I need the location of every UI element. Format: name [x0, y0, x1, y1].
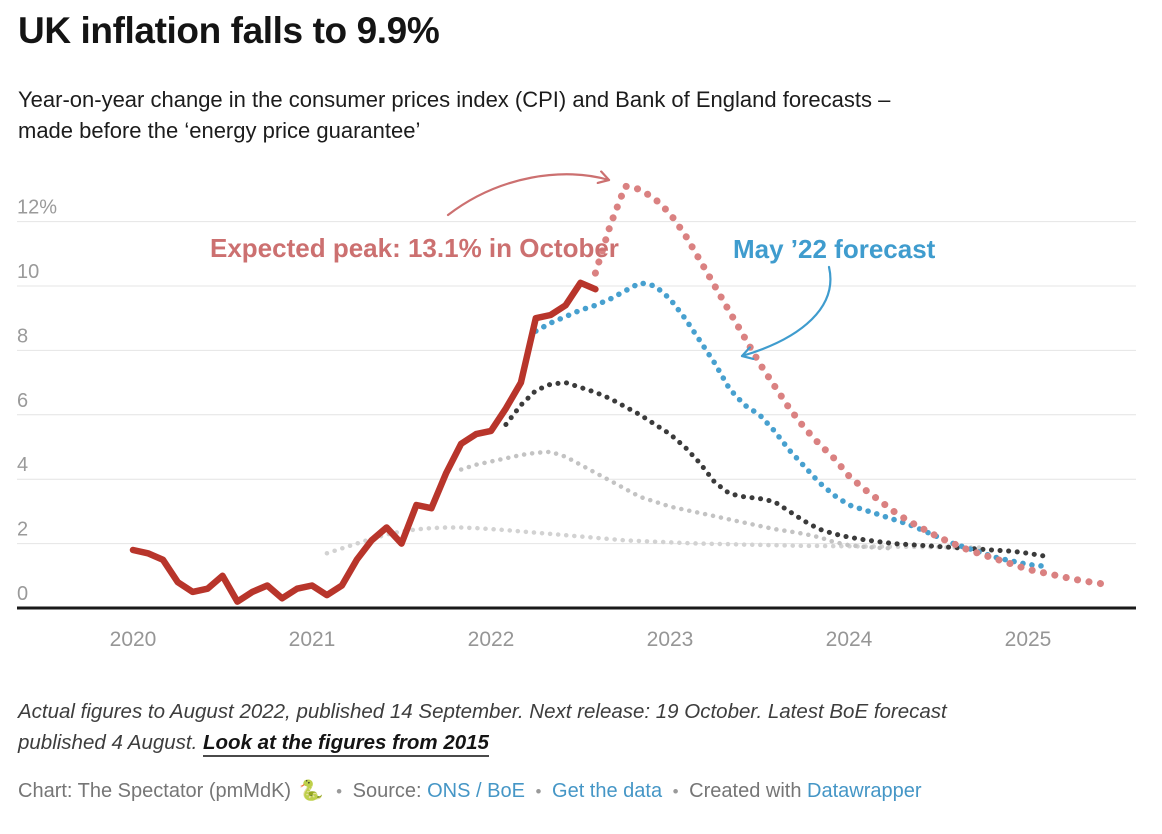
y-tick-label: 10	[17, 261, 39, 283]
x-tick-label: 2025	[1005, 628, 1052, 651]
x-tick-label: 2024	[826, 628, 873, 651]
bullet-separator: •	[535, 782, 542, 801]
snake-emoji: 🐍	[298, 780, 324, 802]
y-tick-label: 6	[17, 390, 28, 412]
bullet-separator: •	[336, 782, 343, 801]
series-cpi-actual	[129, 279, 599, 605]
annotation-may-22-forecast: May ’22 forecast	[733, 234, 936, 264]
chart-byline: Chart: The Spectator (pmMdK) 🐍 • Source:…	[18, 778, 922, 803]
source-label: Source:	[352, 780, 422, 802]
y-tick-label: 0	[17, 583, 28, 605]
created-with-label: Created with	[689, 780, 802, 802]
x-tick-label: 2020	[110, 628, 157, 651]
chart-subtitle: Year-on-year change in the consumer pric…	[18, 84, 890, 146]
chart-notes: Actual figures to August 2022, published…	[18, 696, 947, 758]
series-boe-forecast-older-3	[324, 525, 986, 556]
x-tick-label: 2023	[647, 628, 694, 651]
series-boe-forecast-may-22	[533, 280, 1046, 569]
subtitle-line-1: Year-on-year change in the consumer pric…	[18, 87, 891, 112]
y-tick-label: 2	[17, 519, 28, 541]
y-tick-label: 4	[17, 454, 28, 476]
source-link[interactable]: ONS / BoE	[427, 780, 525, 802]
get-data-link[interactable]: Get the data	[552, 780, 663, 802]
y-tick-label: 12%	[17, 197, 57, 219]
bullet-separator: •	[672, 782, 679, 801]
notes-line-2: published 4 August.	[18, 731, 204, 754]
x-tick-label: 2022	[468, 628, 515, 651]
series-boe-forecast-latest	[591, 182, 1107, 588]
series-boe-forecast-older-2	[458, 449, 897, 551]
figures-2015-link[interactable]: Look at the figures from 2015	[203, 731, 489, 757]
page-title: UK inflation falls to 9.9%	[18, 10, 440, 51]
chart-credit: Chart: The Spectator (pmMdK)	[18, 780, 292, 802]
annotation-expected-peak: Expected peak: 13.1% in October	[210, 233, 619, 263]
x-tick-label: 2021	[289, 628, 336, 651]
notes-line-1: Actual figures to August 2022, published…	[18, 700, 947, 723]
datawrapper-link[interactable]: Datawrapper	[807, 780, 922, 802]
annotation-arrow-expected-peak	[446, 174, 611, 217]
y-tick-label: 8	[17, 325, 28, 347]
annotation-arrow-may-22-forecast	[740, 265, 832, 356]
subtitle-line-2: made before the ‘energy price guarantee’	[18, 118, 421, 143]
